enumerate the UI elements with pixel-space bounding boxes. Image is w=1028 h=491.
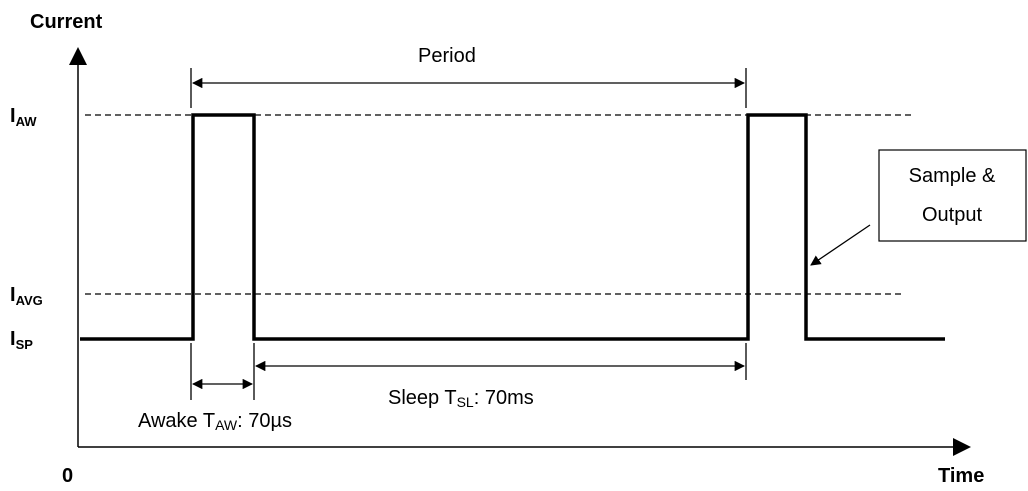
sample-output-callout-box [878, 149, 1027, 242]
callout-pointer-arrow [810, 224, 871, 266]
level-label-avg: IAVG [10, 284, 43, 308]
sleep-label: Sleep TSL: 70ms [388, 387, 534, 410]
callout-line-2: Output [922, 204, 982, 226]
awake-label: Awake TAW: 70µs [138, 410, 292, 433]
y-axis-label: Current [30, 11, 103, 33]
origin-label: 0 [62, 465, 73, 487]
level-label-sp: ISP [10, 328, 33, 352]
current-waveform [80, 113, 945, 341]
callout-line-1: Sample & [909, 165, 996, 187]
period-label: Period [418, 45, 476, 67]
level-label-aw: IAW [10, 105, 37, 129]
x-axis-label: Time [938, 465, 984, 487]
